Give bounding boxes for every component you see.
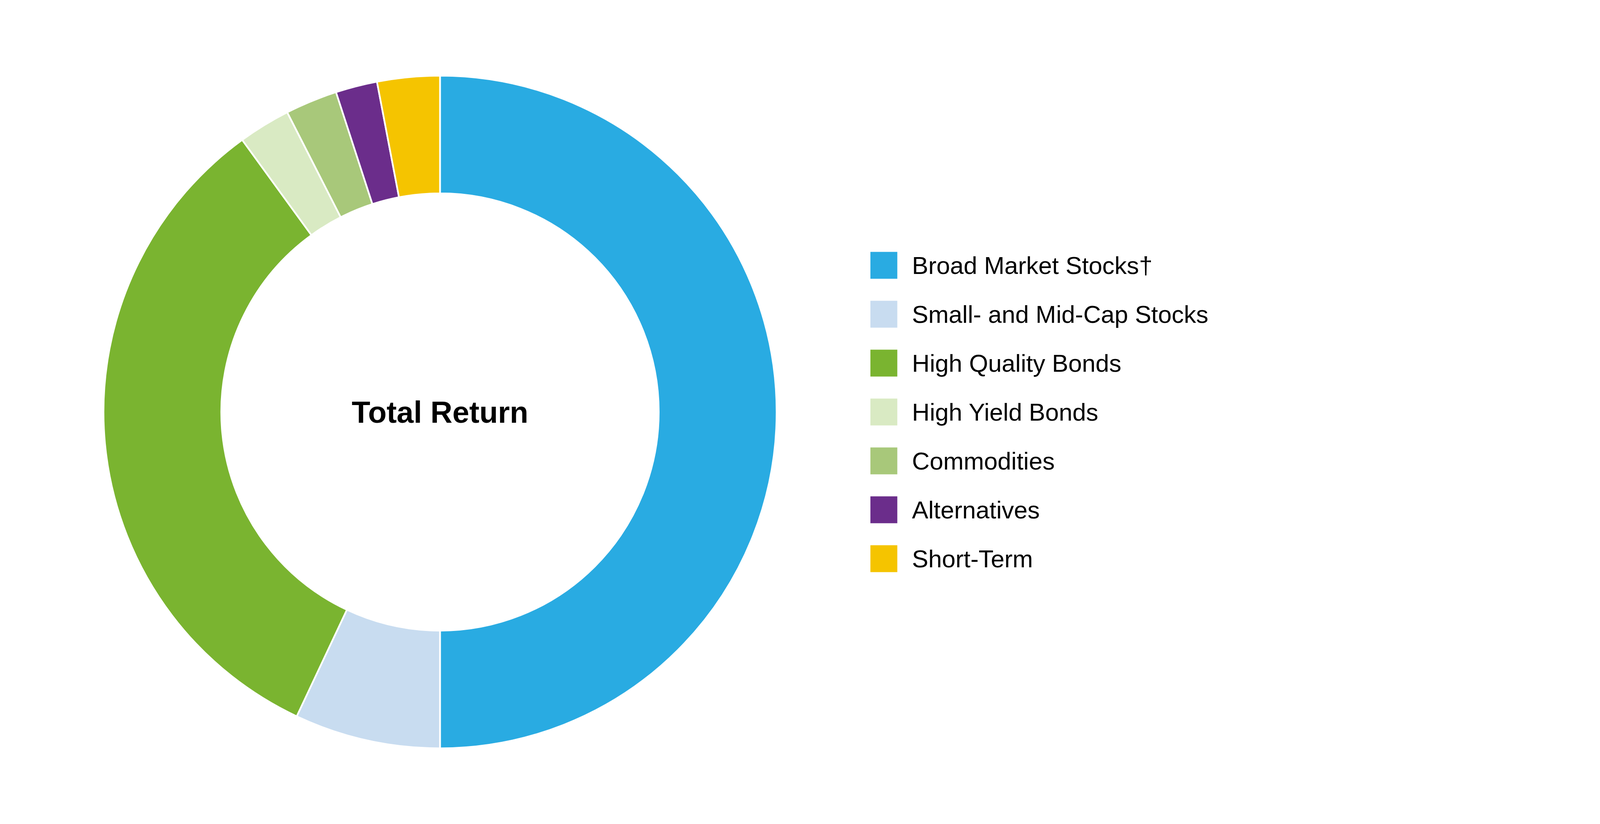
center-text: Total Return xyxy=(351,395,529,430)
legend-swatch xyxy=(870,545,898,573)
legend-label: Commodities xyxy=(912,447,1055,475)
legend-label: Small- and Mid-Cap Stocks xyxy=(912,300,1209,329)
legend-swatch xyxy=(870,398,898,426)
legend-item: High Quality Bonds xyxy=(870,349,1122,378)
legend-label: High Yield Bonds xyxy=(912,398,1099,426)
legend-swatch xyxy=(870,447,898,475)
legend-item: Commodities xyxy=(870,447,1055,475)
legend-item: High Yield Bonds xyxy=(870,398,1099,426)
legend-label: Broad Market Stocks† xyxy=(912,251,1153,280)
slice xyxy=(377,75,441,198)
legend-label: Short-Term xyxy=(912,545,1034,573)
legend-swatch xyxy=(870,350,898,378)
legend-item: Broad Market Stocks† xyxy=(870,251,1153,280)
legend-item: Short-Term xyxy=(870,545,1033,573)
legend-swatch xyxy=(870,301,898,329)
legend-label: Alternatives xyxy=(912,496,1040,524)
legend: Broad Market Stocks† Small- and Mid-Cap S… xyxy=(870,251,1209,573)
legend-swatch xyxy=(870,252,898,280)
legend-item: Alternatives xyxy=(870,496,1040,524)
chart: Total Return Broad Market Stocks† Small- a… xyxy=(0,0,1600,824)
legend-swatch xyxy=(870,496,898,524)
donut xyxy=(103,75,777,749)
legend-label: High Quality Bonds xyxy=(912,349,1122,378)
legend-item: Small- and Mid-Cap Stocks xyxy=(870,300,1209,329)
